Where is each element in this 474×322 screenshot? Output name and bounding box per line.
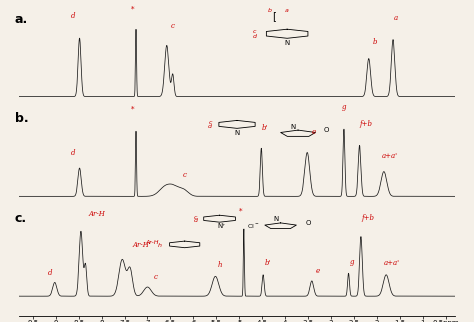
Text: *: * — [131, 105, 135, 113]
Text: c: c — [171, 22, 175, 30]
Text: e: e — [315, 267, 319, 275]
Text: a: a — [285, 8, 289, 13]
Text: d: d — [71, 12, 75, 20]
Text: O: O — [324, 128, 329, 134]
Text: e: e — [311, 128, 316, 136]
Text: $^+$: $^+$ — [221, 223, 227, 228]
Text: N: N — [284, 40, 290, 46]
Text: d: d — [253, 34, 256, 39]
Text: c: c — [253, 29, 256, 34]
Text: N: N — [234, 130, 240, 137]
Text: N: N — [290, 124, 295, 129]
Text: c: c — [154, 273, 158, 281]
Text: g: g — [342, 103, 346, 111]
Text: b.: b. — [15, 112, 28, 126]
Text: Ar-H: Ar-H — [145, 240, 158, 245]
Text: c: c — [209, 120, 212, 125]
Text: c: c — [182, 171, 186, 179]
Text: *: * — [131, 5, 135, 14]
Text: a+a': a+a' — [382, 152, 398, 160]
Text: Cl$^-$: Cl$^-$ — [247, 223, 259, 230]
Text: h: h — [218, 261, 222, 269]
Text: Ar-H: Ar-H — [89, 210, 105, 218]
Text: b: b — [373, 38, 377, 46]
Text: b: b — [268, 8, 272, 13]
Text: f+b: f+b — [359, 120, 372, 128]
Text: $\left[\right.$: $\left[\right.$ — [272, 10, 277, 24]
Text: h: h — [158, 243, 162, 248]
Text: g: g — [350, 258, 355, 266]
Text: d: d — [208, 124, 212, 129]
Text: d: d — [48, 269, 53, 277]
Text: d: d — [193, 218, 198, 223]
Text: O: O — [305, 220, 311, 226]
Text: a+a': a+a' — [383, 259, 400, 267]
Text: N: N — [217, 223, 222, 229]
Text: d: d — [71, 148, 75, 156]
Text: b': b' — [262, 124, 268, 132]
Text: c: c — [194, 215, 198, 220]
Text: N: N — [273, 216, 278, 222]
Text: b': b' — [264, 259, 271, 267]
Text: f+b: f+b — [361, 214, 374, 223]
Text: a: a — [393, 14, 397, 22]
Text: Ar-H: Ar-H — [132, 241, 149, 249]
Text: *: * — [239, 208, 242, 216]
Text: c.: c. — [15, 212, 27, 225]
Text: a.: a. — [15, 13, 28, 26]
